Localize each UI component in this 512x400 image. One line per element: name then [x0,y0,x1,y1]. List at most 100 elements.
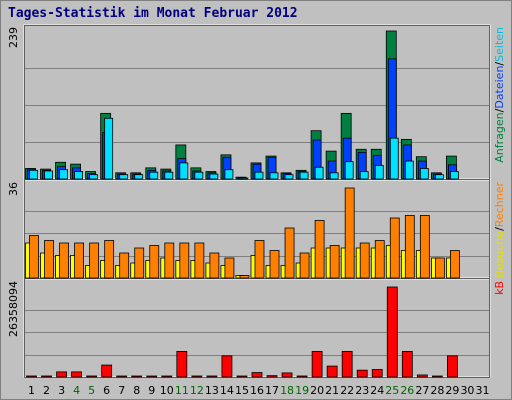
bar-rechner [29,235,39,279]
bar-kb [191,375,203,378]
bar-seiten [269,172,279,180]
bar-kb [221,355,233,378]
day-label: 24 [370,384,384,397]
day-label: 8 [133,384,140,397]
bar-seiten [389,137,399,180]
bar-seiten [344,161,354,180]
day-label: 28 [430,384,444,397]
bar-kb [326,365,338,378]
bar-rechner [314,220,325,279]
bar-rechner [194,242,205,279]
top-panel-bg [23,24,491,180]
bar-kb [71,371,82,378]
bar-seiten [314,166,324,180]
bar-kb [86,375,98,378]
bar-seiten [209,173,219,180]
bar-seiten [239,177,249,180]
day-label: 20 [310,384,324,397]
bar-kb [26,375,37,378]
day-label: 25 [385,384,399,397]
day-label: 2 [43,384,50,397]
bar-seiten [74,171,83,180]
bar-kb [386,286,398,378]
day-label: 1 [28,384,35,397]
day-label: 12 [190,384,204,397]
bar-rechner [434,257,445,279]
bottom-panel-bg [23,278,491,378]
bar-rechner [224,257,235,279]
bar-seiten [284,174,294,180]
bar-kb [116,375,128,378]
day-label: 5 [88,384,95,397]
bar-kb [296,375,308,378]
bar-kb [266,375,278,378]
bar-seiten [254,171,264,180]
bar-rechner [419,215,430,279]
bar-rechner [239,275,250,279]
legend-entry: Dateien [493,66,506,109]
day-label: 3 [58,384,65,397]
bar-rechner [284,227,295,279]
bar-kb [251,372,263,378]
bar-kb [101,364,113,378]
middle-max-label: 36 [7,182,20,196]
bar-seiten [89,174,99,180]
bar-kb [401,350,413,378]
day-label: 23 [355,384,369,397]
bar-rechner [269,250,280,279]
bar-seiten [419,168,429,180]
bar-kb [41,375,52,378]
bar-kb [236,375,248,378]
bar-rechner [104,240,115,279]
day-label: 14 [220,384,234,397]
bar-seiten [119,174,129,180]
bar-rechner [164,242,175,279]
legend-entry: / [493,108,506,112]
bar-rechner [344,187,355,279]
day-label: 6 [103,384,110,397]
bar-rechner [179,242,190,279]
bar-kb [281,372,293,378]
day-label: 26 [400,384,414,397]
day-label: 18 [280,384,294,397]
chart-title: Tages-Statistik im Monat Februar 2012 [8,6,298,21]
bar-kb [311,350,323,378]
bar-seiten [59,169,68,180]
bar-seiten [224,169,234,180]
plot-border [24,25,490,378]
day-label: 4 [73,384,80,397]
bar-seiten [164,171,174,180]
bar-seiten [450,171,459,180]
day-label: 16 [250,384,264,397]
bar-kb [146,375,158,378]
top-max-label: 239 [7,27,20,48]
bar-kb [447,355,458,378]
bar-rechner [44,240,54,279]
legend-entry: / [493,62,506,66]
bar-seiten [404,160,414,180]
bar-seiten [299,171,309,180]
day-label: 10 [160,384,174,397]
top-legend: Anfragen/Dateien/Seiten [493,27,506,163]
bar-rechner [254,240,265,279]
legend-entry: kB [493,281,506,295]
bar-kb [131,375,143,378]
bar-kb [341,350,353,378]
bar-seiten [359,171,369,180]
legend-entry: Rechner [493,182,506,228]
bar-rechner [59,242,69,279]
bar-kb [371,369,383,378]
bar-kb [176,350,188,378]
middle-legend: Besuche/Rechner [493,182,506,278]
day-label: 7 [118,384,125,397]
bar-seiten [104,117,114,180]
bar-seiten [194,171,204,180]
bar-seiten [134,174,144,180]
bar-kb [206,375,218,378]
bar-rechner [359,242,370,279]
bar-seiten [44,170,53,180]
day-label: 9 [148,384,155,397]
day-label: 13 [205,384,219,397]
bar-seiten [29,169,38,180]
